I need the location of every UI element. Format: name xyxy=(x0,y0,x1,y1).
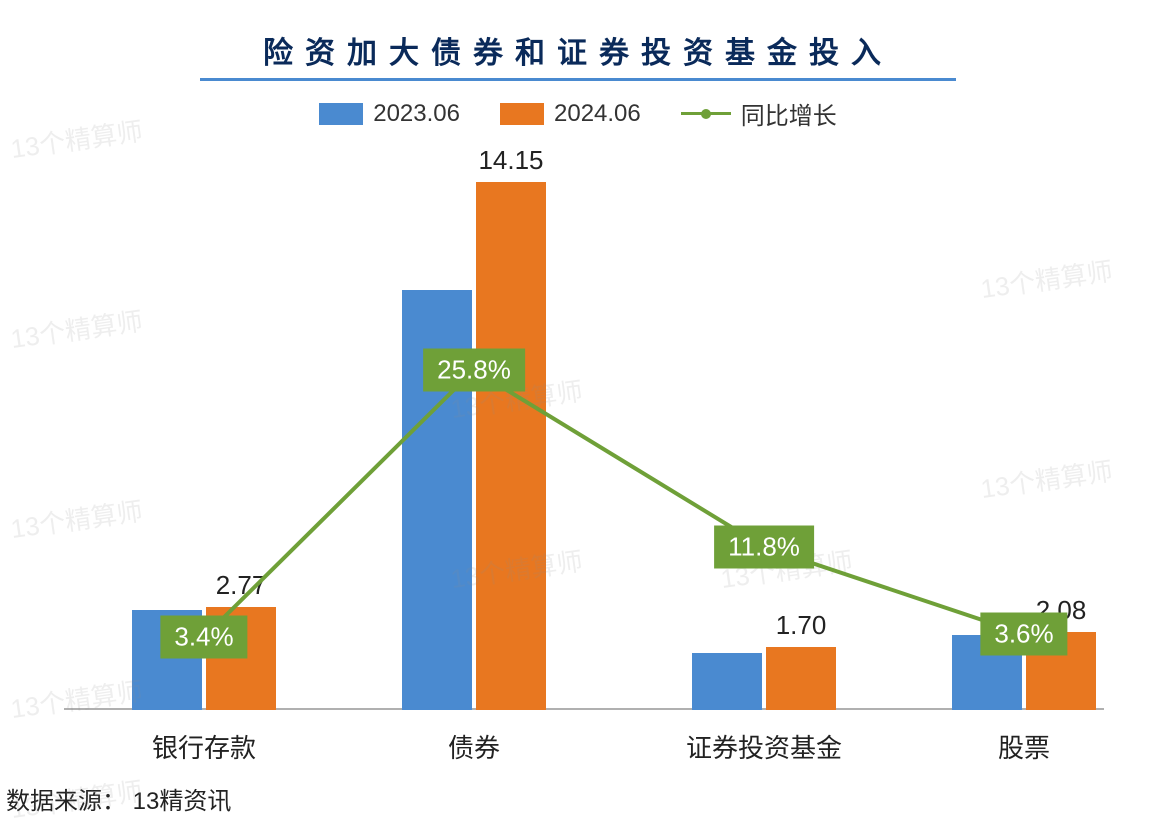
bar-value-label: 14.15 xyxy=(436,145,586,182)
source-name: 13精资讯 xyxy=(133,788,232,815)
data-source: 数据来源： 13精资讯 xyxy=(6,781,231,816)
chart-container: 险资加大债券和证券投资基金投入 2023.06 2024.06 同比增长 2.7… xyxy=(0,0,1156,832)
legend-label-a: 2023.06 xyxy=(373,100,460,128)
x-axis-label: 股票 xyxy=(894,710,1154,765)
legend: 2023.06 2024.06 同比增长 xyxy=(0,96,1156,131)
growth-label: 25.8% xyxy=(423,349,525,392)
legend-swatch-a xyxy=(319,103,363,125)
legend-label-b: 2024.06 xyxy=(554,100,641,128)
legend-item-series-a: 2023.06 xyxy=(319,100,460,128)
legend-line-growth xyxy=(681,112,731,115)
legend-item-series-b: 2024.06 xyxy=(500,100,641,128)
bar-value-label: 1.70 xyxy=(726,610,876,647)
bar-value-label: 2.77 xyxy=(166,570,316,607)
chart-title: 险资加大债券和证券投资基金投入 xyxy=(0,28,1156,72)
legend-item-growth: 同比增长 xyxy=(681,96,837,131)
growth-label: 3.6% xyxy=(980,613,1067,656)
growth-label: 11.8% xyxy=(714,526,814,569)
source-prefix: 数据来源： xyxy=(6,788,126,815)
legend-label-growth: 同比增长 xyxy=(741,96,837,131)
x-axis-label: 银行存款 xyxy=(74,710,334,765)
plot-area: 2.77银行存款3.4%14.15债券25.8%1.70证券投资基金11.8%2… xyxy=(64,150,1104,710)
x-axis-label: 证券投资基金 xyxy=(634,710,894,765)
growth-label: 3.4% xyxy=(160,616,247,659)
legend-swatch-b xyxy=(500,103,544,125)
bar-series-b xyxy=(476,182,546,710)
title-underline xyxy=(200,78,956,81)
bar-series-a xyxy=(692,653,762,710)
x-axis-label: 债券 xyxy=(344,710,604,765)
bar-series-b xyxy=(766,647,836,710)
